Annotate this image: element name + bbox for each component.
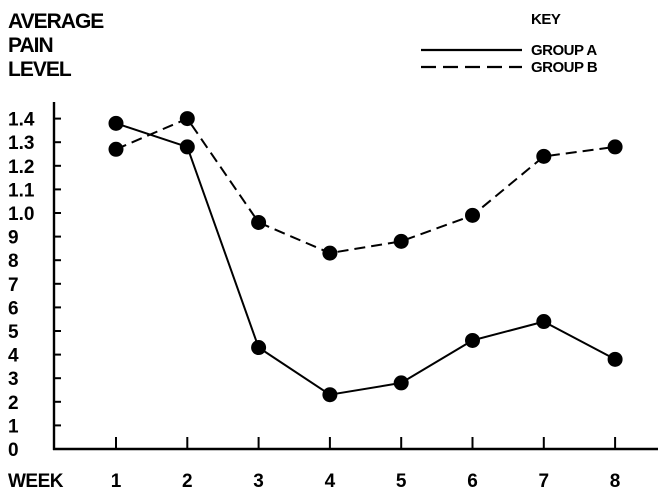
axes bbox=[52, 102, 658, 451]
data-point-group-a bbox=[465, 332, 480, 348]
data-point-group-b bbox=[393, 233, 409, 249]
series-line-group-b bbox=[115, 117, 616, 255]
data-point-group-b bbox=[251, 214, 267, 230]
x-tick-label: 8 bbox=[610, 471, 621, 489]
data-point-group-a bbox=[607, 351, 623, 367]
y-tick-label: 9 bbox=[8, 228, 19, 249]
y-tick-label: 2 bbox=[8, 393, 19, 414]
data-point-group-a bbox=[179, 139, 195, 155]
y-tick-label: 1.4 bbox=[8, 110, 35, 131]
x-axis-title: WEEK bbox=[8, 471, 64, 489]
y-tick-label: 5 bbox=[8, 322, 19, 343]
y-tick-label: 3 bbox=[8, 369, 19, 390]
x-tick-label: 5 bbox=[396, 471, 407, 489]
series bbox=[108, 111, 623, 403]
data-point-group-a bbox=[108, 115, 124, 131]
y-tick-label: 1 bbox=[8, 416, 19, 437]
y-tick-label: 7 bbox=[8, 275, 19, 296]
x-tick-label: 4 bbox=[325, 471, 336, 489]
data-point-group-a bbox=[393, 375, 409, 391]
data-point-group-b bbox=[108, 141, 124, 157]
legend-label: GROUP B bbox=[531, 59, 598, 76]
x-tick-label: 1 bbox=[111, 471, 122, 489]
legend-label: GROUP A bbox=[531, 42, 597, 59]
x-tick-label: 7 bbox=[539, 471, 550, 489]
series-line-group-a bbox=[115, 122, 616, 396]
data-point-group-a bbox=[536, 314, 552, 330]
data-point-group-b bbox=[465, 207, 480, 223]
data-point-group-a bbox=[251, 340, 267, 356]
y-tick-label: 1.2 bbox=[8, 157, 34, 178]
y-axis-title-line: PAIN bbox=[8, 34, 53, 57]
y-tick-label: 1.3 bbox=[8, 133, 34, 154]
x-tick-label: 2 bbox=[182, 471, 193, 489]
data-point-group-b bbox=[179, 111, 195, 127]
y-axis-title-line: AVERAGE bbox=[8, 10, 104, 33]
y-tick-label: 4 bbox=[8, 346, 19, 367]
y-tick-label: 6 bbox=[8, 298, 19, 319]
data-point-group-b bbox=[607, 139, 623, 155]
y-tick-label: 0 bbox=[8, 440, 19, 461]
legend-title: KEY bbox=[531, 11, 561, 28]
x-tick-label: 6 bbox=[467, 471, 478, 489]
y-tick-label: 8 bbox=[8, 251, 19, 272]
y-tick-label: 1.0 bbox=[8, 204, 34, 225]
y-axis-ticks: 0 12 34 5 67 89 1.0 1.11.2 1.31.4 bbox=[8, 110, 61, 461]
data-point-group-a bbox=[322, 387, 338, 403]
y-axis-title-line: LEVEL bbox=[8, 58, 72, 81]
x-axis-ticks: WEEK 1 2 3 4 5 6 7 8 bbox=[8, 437, 620, 489]
x-tick-label: 3 bbox=[253, 471, 264, 489]
y-tick-label: 1.1 bbox=[8, 180, 35, 201]
data-point-group-b bbox=[322, 245, 338, 261]
data-point-group-b bbox=[536, 148, 552, 164]
